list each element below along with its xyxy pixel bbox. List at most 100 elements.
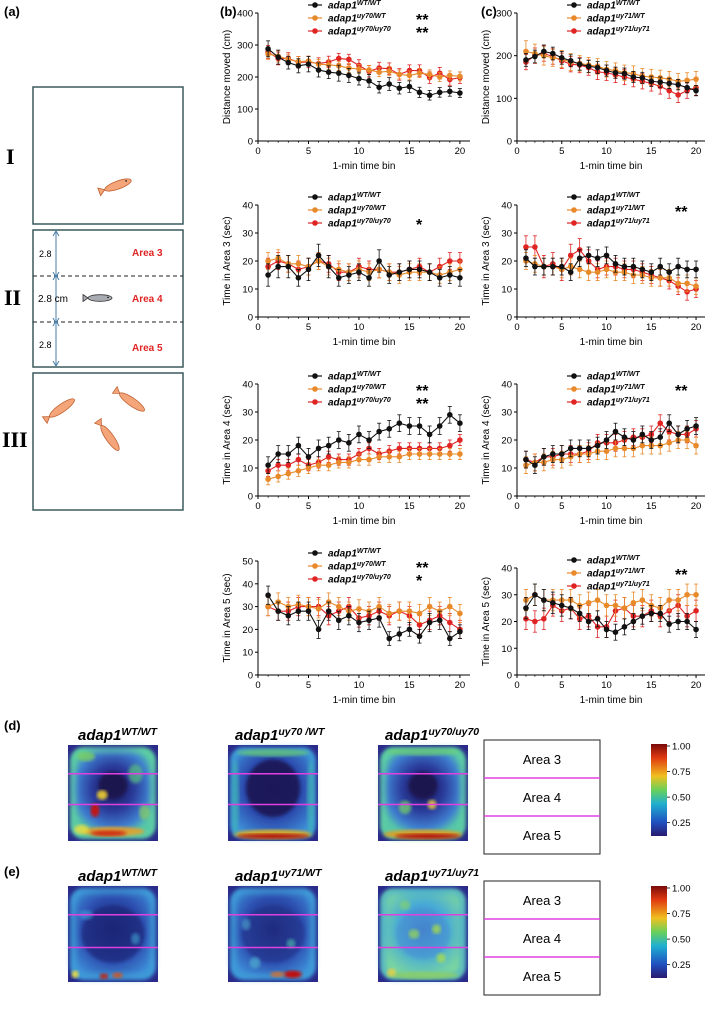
legend-label-sup: WT/WT	[616, 0, 640, 7]
data-point	[315, 252, 322, 259]
data-point	[630, 263, 637, 270]
chart-c2: 0 10 20 30 40 0 5 10 15 20 1-min time bin Time in A…	[481, 192, 705, 348]
chart-b4: 0 10 20 30 40 50 0 5 10 15 20 1-min time bin Time in…	[222, 548, 470, 706]
data-point	[447, 412, 453, 418]
legend-label: adap1uy71/uy71	[587, 397, 650, 409]
data-point	[265, 476, 271, 483]
data-point	[684, 618, 690, 625]
data-point	[295, 468, 302, 474]
legend-label: adap1uy70/uy70	[328, 218, 391, 230]
data-point	[335, 437, 342, 443]
legend-marker	[571, 220, 577, 226]
legend-marker	[571, 557, 577, 563]
data-point	[639, 266, 646, 273]
legend-entry-wt: adap1WT/WT	[567, 192, 640, 204]
significance-marker: **	[675, 567, 688, 584]
data-point	[532, 591, 538, 598]
data-point	[346, 272, 352, 278]
data-point	[356, 269, 362, 276]
data-point	[666, 597, 672, 603]
y-tick-label: 20	[501, 257, 512, 268]
legend-label-sup: uy71/WT	[616, 205, 646, 212]
data-point	[416, 610, 423, 617]
series-het	[523, 431, 699, 475]
data-point	[396, 454, 403, 460]
data-point	[594, 616, 601, 622]
y-tick-label: 20	[501, 617, 512, 628]
data-point	[594, 597, 601, 603]
heatmap-title-d-0-base: adap1	[78, 727, 121, 744]
series-hom	[523, 235, 699, 301]
chart-b3: 0 10 20 30 40 0 5 10 15 20 1-min time bin Time in A…	[222, 371, 470, 527]
data-point	[426, 431, 433, 438]
data-point	[612, 69, 619, 76]
area5-label: Area 5	[132, 343, 163, 354]
legend-label-sup: uy70/uy70	[357, 218, 391, 225]
heatmap-hotspot	[246, 759, 300, 817]
y-tick-label: 300	[496, 9, 512, 20]
y-tick-label: 40	[501, 564, 512, 575]
x-tick-label: 0	[255, 146, 260, 157]
data-point	[386, 81, 393, 87]
data-point	[666, 87, 672, 94]
legend-label: adap1WT/WT	[587, 555, 640, 567]
colorbar: 1.00 0.75 0.50 0.25	[651, 742, 691, 836]
y-tick-label: 100	[496, 94, 512, 105]
heatmap-hotspot	[399, 900, 411, 910]
data-point	[447, 258, 453, 264]
data-point	[356, 619, 362, 626]
heatmap-hotspot	[77, 751, 95, 762]
legend-marker	[571, 386, 577, 392]
legend-label-base: adap1	[587, 569, 616, 580]
data-point	[693, 283, 699, 290]
legend-label-base: adap1	[587, 219, 616, 230]
data-point	[386, 426, 393, 432]
data-point	[594, 269, 601, 276]
x-tick-label: 20	[691, 501, 702, 512]
data-point	[585, 445, 592, 452]
x-tick-label: 0	[255, 680, 260, 691]
data-point	[675, 597, 681, 603]
fish-icon	[111, 385, 145, 412]
y-tick-label: 30	[501, 229, 512, 240]
heatmap-title-e-1-base: adap1	[235, 868, 278, 885]
data-point	[523, 57, 529, 63]
legend-label-base: adap1	[587, 206, 616, 217]
data-point	[684, 266, 690, 273]
heatmap-title-e-1-sup: uy71/WT	[278, 867, 323, 879]
data-point	[315, 445, 322, 452]
data-point	[666, 420, 672, 427]
data-point	[612, 602, 619, 609]
series-hom	[523, 414, 699, 472]
colorbar-tick-label: 0.50	[672, 793, 691, 804]
x-tick-label: 20	[455, 680, 466, 691]
data-point	[305, 266, 312, 273]
legend-marker	[571, 373, 577, 379]
series-hom	[523, 45, 699, 103]
x-tick-label: 0	[514, 146, 519, 157]
data-point	[576, 610, 583, 617]
data-point	[532, 263, 538, 270]
legend-label-sup: uy71/WT	[616, 13, 646, 20]
x-tick-label: 10	[601, 680, 612, 691]
data-point	[285, 263, 292, 270]
data-point	[305, 454, 312, 460]
legend-entry-wt: adap1WT/WT	[308, 548, 381, 560]
data-point	[325, 263, 332, 270]
data-point	[386, 272, 393, 278]
data-point	[366, 437, 372, 443]
legend-label: adap1uy71/uy71	[587, 581, 650, 593]
legend-label-base: adap1	[328, 385, 357, 396]
data-point	[416, 423, 423, 429]
legend-label-base: adap1	[328, 549, 357, 560]
data-point	[576, 266, 583, 273]
series-wt	[523, 414, 699, 475]
data-point	[396, 608, 403, 614]
data-point	[639, 613, 646, 619]
legend-label: adap1uy71/WT	[587, 13, 645, 25]
data-point	[285, 470, 292, 477]
data-point	[406, 423, 413, 429]
legend-label-base: adap1	[328, 398, 357, 409]
data-point	[550, 599, 556, 606]
data-point	[295, 442, 302, 449]
